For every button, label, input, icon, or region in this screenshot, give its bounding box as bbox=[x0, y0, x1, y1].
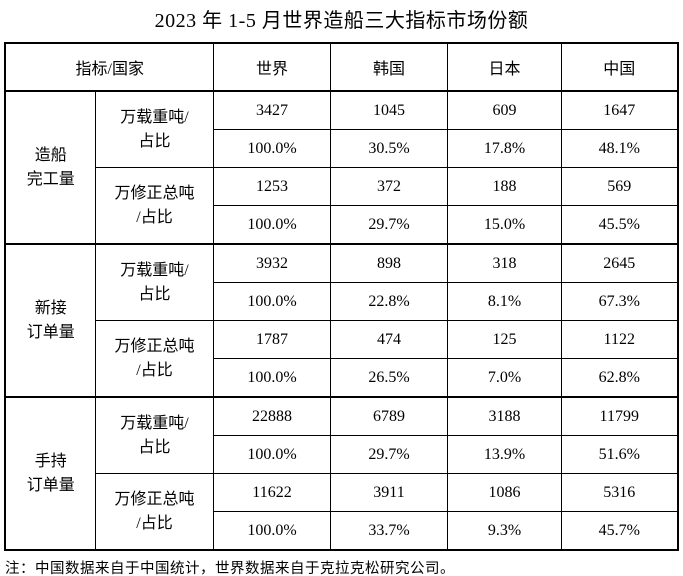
footnote: 注：中国数据来自于中国统计，世界数据来自于克拉克松研究公司。 bbox=[5, 561, 455, 576]
share-cell: 9.3% bbox=[447, 511, 562, 551]
share-cell: 22.8% bbox=[330, 282, 448, 321]
table-row: 100.0% 30.5% 17.8% 48.1% bbox=[5, 129, 678, 168]
col-header-japan: 日本 bbox=[447, 42, 562, 92]
corner-header-cell: 指标/国家 bbox=[4, 42, 215, 92]
metric-label-line: 万修正总吨 bbox=[114, 490, 195, 508]
metric-label-line: 万修正总吨 bbox=[114, 337, 195, 355]
share-cell: 45.7% bbox=[561, 511, 678, 551]
metric-label-cgt: 万修正总吨 /占比 bbox=[94, 167, 215, 245]
value-cell: 1045 bbox=[330, 90, 448, 130]
table-row: 万修正总吨 /占比 11622 3911 1086 5316 bbox=[5, 473, 678, 551]
value-cell: 6789 bbox=[330, 396, 448, 436]
share-cell: 45.5% bbox=[561, 205, 678, 245]
value-cell: 3932 bbox=[213, 243, 331, 283]
group-label-line: 订单量 bbox=[26, 323, 75, 341]
share-cell: 48.1% bbox=[561, 129, 678, 168]
page-title: 2023 年 1-5 月世界造船三大指标市场份额 bbox=[154, 10, 529, 32]
value-cell: 1253 bbox=[213, 167, 331, 206]
value-cell: 5316 bbox=[561, 473, 678, 512]
value-cell: 372 bbox=[330, 167, 448, 206]
group-label-line: 新接 bbox=[34, 299, 67, 317]
table-row: 手持 订单量 万载重吨/ 占比 22888 6789 3188 11799 bbox=[4, 396, 678, 551]
group-label-line: 手持 bbox=[34, 452, 67, 470]
metric-label-line: /占比 bbox=[136, 361, 173, 379]
share-cell: 26.5% bbox=[330, 358, 448, 398]
col-header-korea: 韩国 bbox=[330, 42, 448, 92]
table-row: 100.0% 22.8% 8.1% 67.3% bbox=[5, 282, 678, 321]
value-cell: 1647 bbox=[561, 90, 678, 130]
metric-label-line: 万载重吨/ bbox=[120, 414, 189, 432]
metric-label-dwt: 万载重吨/ 占比 bbox=[94, 243, 215, 321]
share-cell: 67.3% bbox=[561, 282, 678, 321]
value-cell: 188 bbox=[447, 167, 562, 206]
share-cell: 100.0% bbox=[213, 511, 331, 551]
value-cell: 3427 bbox=[213, 90, 331, 130]
table-row: 100.0% 29.7% 15.0% 45.5% bbox=[5, 205, 678, 245]
value-cell: 3911 bbox=[330, 473, 448, 512]
metric-label-dwt: 万载重吨/ 占比 bbox=[94, 90, 215, 168]
group-label-completions: 造船 完工量 bbox=[4, 90, 96, 245]
group-label-new-orders: 新接 订单量 bbox=[4, 243, 96, 398]
table-row: 100.0% 33.7% 9.3% 45.7% bbox=[5, 511, 678, 551]
value-cell: 2645 bbox=[561, 243, 678, 283]
value-cell: 318 bbox=[447, 243, 562, 283]
metric-label-line: 占比 bbox=[138, 438, 171, 456]
value-cell: 1086 bbox=[447, 473, 562, 512]
market-share-table: 指标/国家 世界 韩国 日本 中国 造船 完工量 万载重吨/ 占比 3427 1… bbox=[4, 42, 679, 551]
value-cell: 11622 bbox=[213, 473, 331, 512]
metric-label-dwt: 万载重吨/ 占比 bbox=[94, 396, 215, 474]
table-row: 100.0% 26.5% 7.0% 62.8% bbox=[5, 358, 678, 398]
share-cell: 17.8% bbox=[447, 129, 562, 168]
value-cell: 898 bbox=[330, 243, 448, 283]
share-cell: 100.0% bbox=[213, 435, 331, 474]
metric-label-line: 万载重吨/ bbox=[120, 261, 189, 279]
table-row: 万修正总吨 /占比 1787 474 125 1122 bbox=[5, 320, 678, 398]
metric-label-cgt: 万修正总吨 /占比 bbox=[94, 473, 215, 551]
value-cell: 11799 bbox=[561, 396, 678, 436]
group-label-line: 完工量 bbox=[26, 170, 75, 188]
share-cell: 100.0% bbox=[213, 129, 331, 168]
value-cell: 609 bbox=[447, 90, 562, 130]
group-label-line: 订单量 bbox=[26, 476, 75, 494]
metric-label-line: /占比 bbox=[136, 208, 173, 226]
share-cell: 100.0% bbox=[213, 358, 331, 398]
value-cell: 569 bbox=[561, 167, 678, 206]
col-header-world: 世界 bbox=[213, 42, 331, 92]
value-cell: 474 bbox=[330, 320, 448, 359]
metric-label-line: 占比 bbox=[138, 285, 171, 303]
metric-label-line: 万修正总吨 bbox=[114, 184, 195, 202]
value-cell: 1787 bbox=[213, 320, 331, 359]
table-row: 新接 订单量 万载重吨/ 占比 3932 898 318 2645 bbox=[4, 243, 678, 398]
metric-label-line: /占比 bbox=[136, 514, 173, 532]
share-cell: 15.0% bbox=[447, 205, 562, 245]
share-cell: 8.1% bbox=[447, 282, 562, 321]
share-cell: 7.0% bbox=[447, 358, 562, 398]
share-cell: 33.7% bbox=[330, 511, 448, 551]
table-header-row: 指标/国家 世界 韩国 日本 中国 bbox=[4, 42, 678, 92]
value-cell: 1122 bbox=[561, 320, 678, 359]
share-cell: 29.7% bbox=[330, 435, 448, 474]
value-cell: 3188 bbox=[447, 396, 562, 436]
value-cell: 22888 bbox=[213, 396, 331, 436]
metric-label-line: 占比 bbox=[138, 132, 171, 150]
table-row: 造船 完工量 万载重吨/ 占比 3427 1045 609 1647 bbox=[4, 90, 678, 245]
value-cell: 125 bbox=[447, 320, 562, 359]
share-cell: 100.0% bbox=[213, 205, 331, 245]
metric-label-cgt: 万修正总吨 /占比 bbox=[94, 320, 215, 398]
share-cell: 30.5% bbox=[330, 129, 448, 168]
share-cell: 100.0% bbox=[213, 282, 331, 321]
share-cell: 13.9% bbox=[447, 435, 562, 474]
share-cell: 62.8% bbox=[561, 358, 678, 398]
group-label-backlog: 手持 订单量 bbox=[4, 396, 96, 551]
group-label-line: 造船 bbox=[34, 146, 67, 164]
table-row: 100.0% 29.7% 13.9% 51.6% bbox=[5, 435, 678, 474]
table-row: 万修正总吨 /占比 1253 372 188 569 bbox=[5, 167, 678, 245]
share-cell: 51.6% bbox=[561, 435, 678, 474]
share-cell: 29.7% bbox=[330, 205, 448, 245]
metric-label-line: 万载重吨/ bbox=[120, 108, 189, 126]
col-header-china: 中国 bbox=[561, 42, 678, 92]
